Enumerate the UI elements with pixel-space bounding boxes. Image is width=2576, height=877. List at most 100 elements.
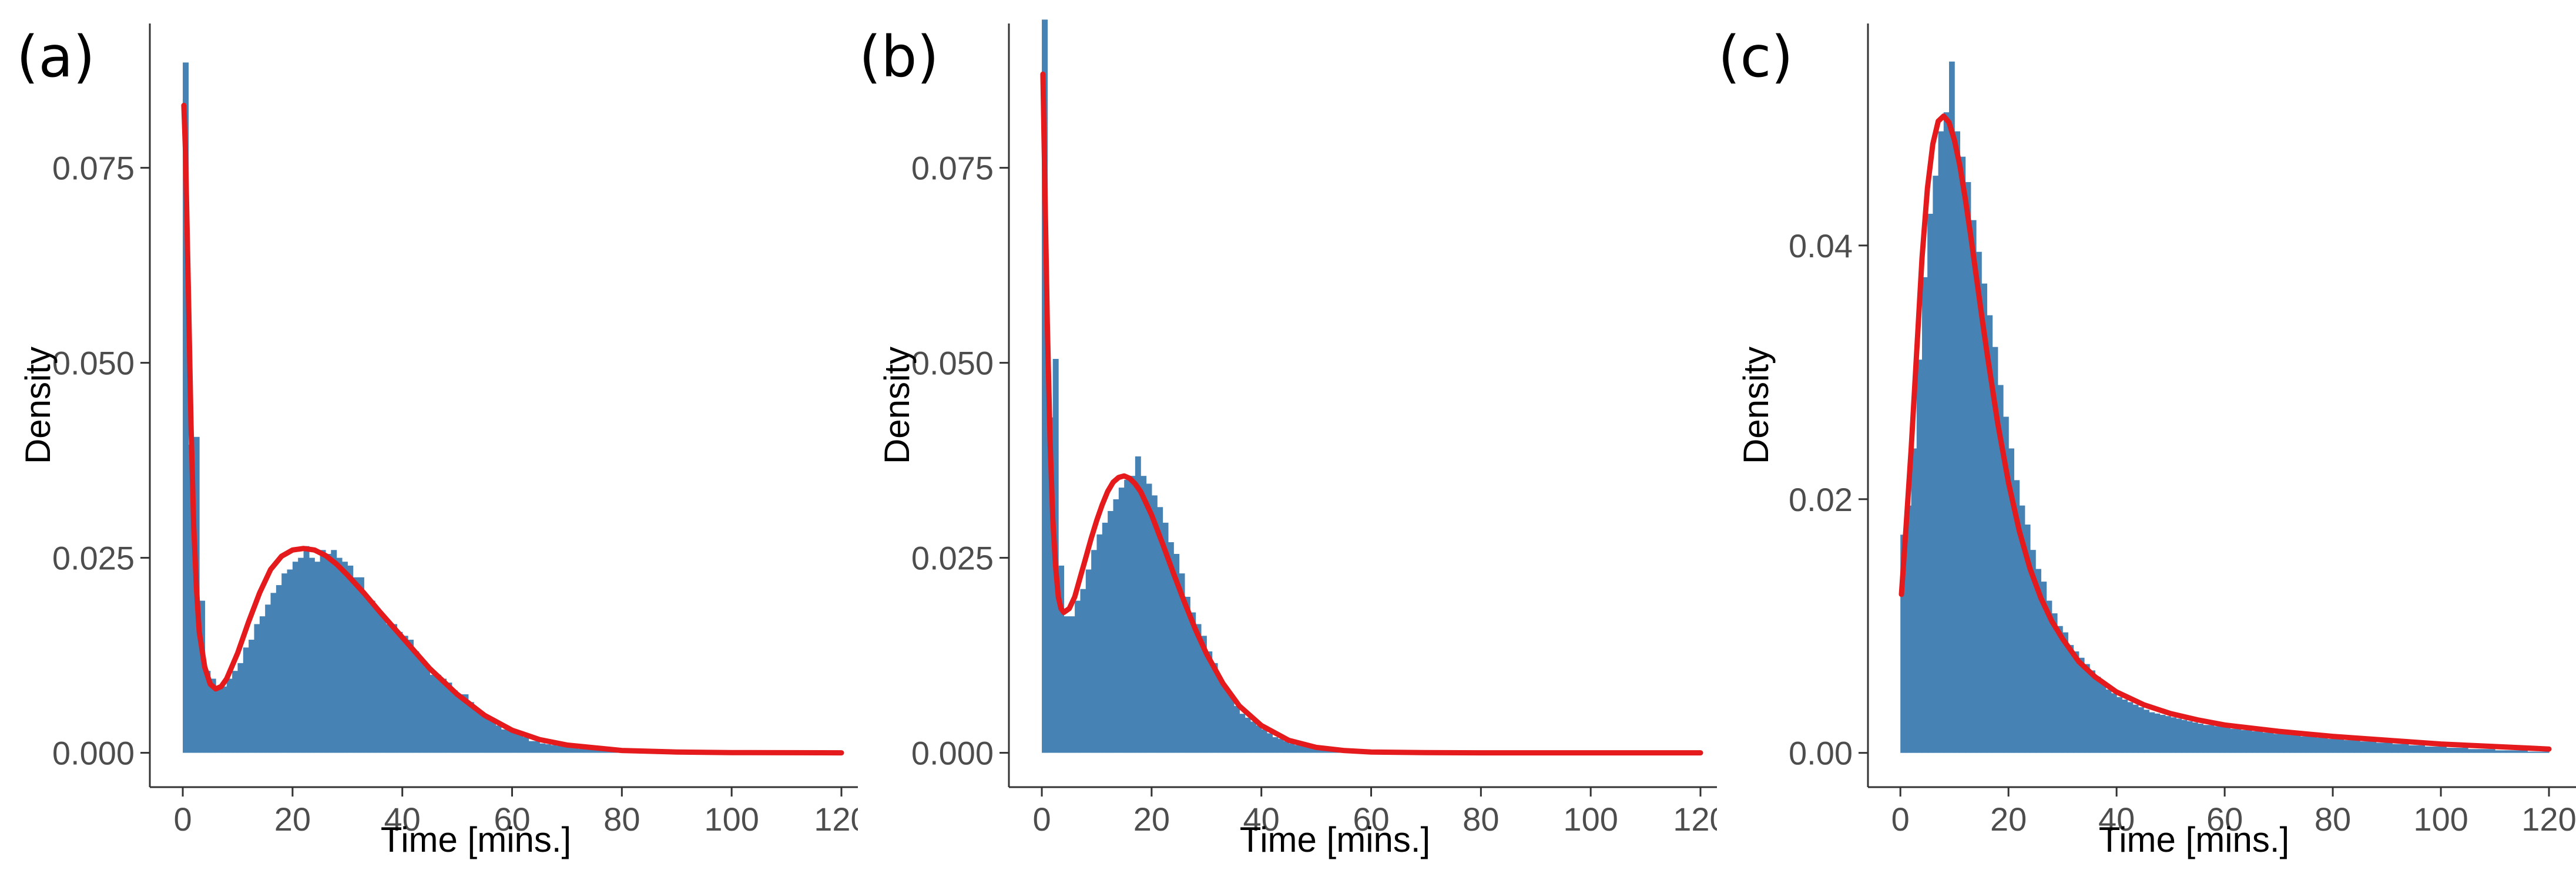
histogram-bar bbox=[320, 550, 326, 753]
y-axis-title: Density bbox=[1736, 347, 1776, 464]
histogram-bar bbox=[1200, 636, 1207, 753]
panel-label: (c) bbox=[1718, 24, 1793, 90]
histogram-bar bbox=[2240, 730, 2247, 753]
histogram-bar bbox=[578, 748, 584, 753]
histogram-bar bbox=[391, 624, 397, 753]
y-tick-label: 0.050 bbox=[52, 345, 135, 382]
y-tick-label: 0.025 bbox=[52, 540, 135, 577]
histogram-bar bbox=[254, 624, 260, 753]
histogram-bar bbox=[2225, 727, 2230, 753]
histogram-bar bbox=[216, 686, 222, 753]
histogram-bar bbox=[2208, 725, 2215, 753]
histogram-bar bbox=[1906, 505, 1912, 753]
histogram-bar bbox=[583, 748, 589, 753]
chart-c: (c) 0 20 40 60 80 100 120 0.00 0.02 0.04 Time [mi… bbox=[1718, 23, 2576, 859]
histogram-bar bbox=[2333, 738, 2339, 753]
histogram-bar bbox=[2268, 732, 2274, 753]
histogram-bar bbox=[1933, 176, 1939, 753]
histogram-bar bbox=[2338, 738, 2344, 753]
density-curve bbox=[1040, 71, 1703, 756]
histogram-bar bbox=[221, 686, 227, 753]
histogram-bar bbox=[2138, 707, 2144, 753]
histogram-bar bbox=[1261, 729, 1267, 753]
histogram-bar bbox=[1233, 705, 1240, 753]
histogram-bar bbox=[1981, 283, 1987, 753]
histogram-bar bbox=[287, 569, 293, 753]
histogram-bar bbox=[2522, 750, 2528, 753]
x-tick-label: 40 bbox=[2098, 801, 2135, 838]
histogram-bar bbox=[183, 62, 189, 753]
histogram-bar bbox=[1239, 714, 1246, 753]
histogram-bar bbox=[418, 659, 425, 753]
histogram-bar bbox=[2527, 751, 2534, 753]
histogram-bar bbox=[1975, 251, 1982, 753]
histogram-bar bbox=[226, 678, 233, 753]
histogram-bar bbox=[430, 674, 436, 753]
x-tick-label: 80 bbox=[603, 801, 640, 838]
histogram-bar bbox=[1938, 131, 1944, 753]
x-tick-label: 60 bbox=[494, 801, 530, 838]
histogram-bar bbox=[2122, 699, 2128, 753]
histogram-bar bbox=[2176, 718, 2182, 753]
histogram-bar bbox=[341, 562, 348, 753]
histogram-bar bbox=[1997, 385, 2004, 753]
histogram-bar bbox=[1212, 663, 1218, 753]
histogram-bar bbox=[2516, 750, 2523, 753]
histogram-bar bbox=[561, 746, 568, 753]
histogram-bar bbox=[2430, 746, 2436, 753]
histogram-bar bbox=[2279, 734, 2285, 753]
histogram-bar bbox=[237, 663, 244, 753]
histogram-bar bbox=[2111, 693, 2117, 753]
y-tick-label: 0.075 bbox=[52, 150, 135, 187]
x-tick-label: 80 bbox=[1463, 801, 1499, 838]
x-tick-label: 20 bbox=[1990, 801, 2027, 838]
x-tick-label: 0 bbox=[1891, 801, 1910, 838]
histogram-bar bbox=[1277, 738, 1284, 753]
histogram-bar bbox=[2019, 505, 2025, 753]
histogram-bar bbox=[2149, 712, 2155, 753]
histogram-bar bbox=[2192, 722, 2198, 753]
histogram-bar bbox=[281, 573, 288, 753]
histogram-bar bbox=[2419, 745, 2426, 753]
histogram-bar bbox=[336, 557, 343, 753]
histogram-bar bbox=[1042, 19, 1048, 753]
histogram-bar bbox=[2295, 735, 2301, 753]
histogram-bar bbox=[1096, 534, 1103, 753]
histogram-bar bbox=[2316, 737, 2323, 753]
histogram-bar bbox=[2171, 717, 2176, 753]
histogram-bar bbox=[1223, 686, 1229, 753]
histogram-bar bbox=[594, 750, 601, 753]
histogram-bar bbox=[1305, 746, 1312, 753]
histogram-bar bbox=[474, 710, 480, 753]
histogram-bar bbox=[1195, 624, 1202, 753]
histogram-bar bbox=[276, 585, 282, 753]
histogram-bar bbox=[2289, 735, 2296, 753]
y-axis-title: Density bbox=[877, 347, 917, 464]
histogram-bar bbox=[572, 748, 579, 753]
histogram-bar bbox=[413, 651, 420, 753]
histogram-bar bbox=[2543, 751, 2550, 753]
histogram-bar bbox=[380, 616, 387, 753]
histogram-bar bbox=[2349, 740, 2355, 753]
histogram-bar bbox=[1267, 733, 1273, 753]
histogram-bar bbox=[2505, 750, 2512, 753]
panel-a: (a) 0204060801001200.0000.0250.0500.075 … bbox=[0, 0, 858, 877]
histogram-bar bbox=[1102, 522, 1108, 753]
histogram-bar bbox=[210, 678, 216, 753]
histogram-bar bbox=[523, 737, 529, 753]
histogram-bar bbox=[1948, 61, 1955, 753]
histogram-bar bbox=[292, 562, 298, 753]
histogram-bar bbox=[402, 636, 408, 753]
histogram-bar bbox=[1146, 483, 1152, 753]
histogram-bar bbox=[479, 714, 485, 753]
x-tick-label: 80 bbox=[2315, 801, 2351, 838]
histogram-bar bbox=[451, 690, 458, 753]
y-tick-label: 0.04 bbox=[1789, 227, 1853, 264]
histogram-bar bbox=[1091, 550, 1098, 753]
histogram-bar bbox=[2073, 651, 2079, 753]
histogram-bar bbox=[1064, 616, 1070, 753]
histogram-bar bbox=[441, 678, 447, 753]
histogram-bar bbox=[2035, 569, 2041, 753]
histogram-bar bbox=[2397, 744, 2404, 753]
histogram-bar bbox=[2030, 550, 2036, 753]
